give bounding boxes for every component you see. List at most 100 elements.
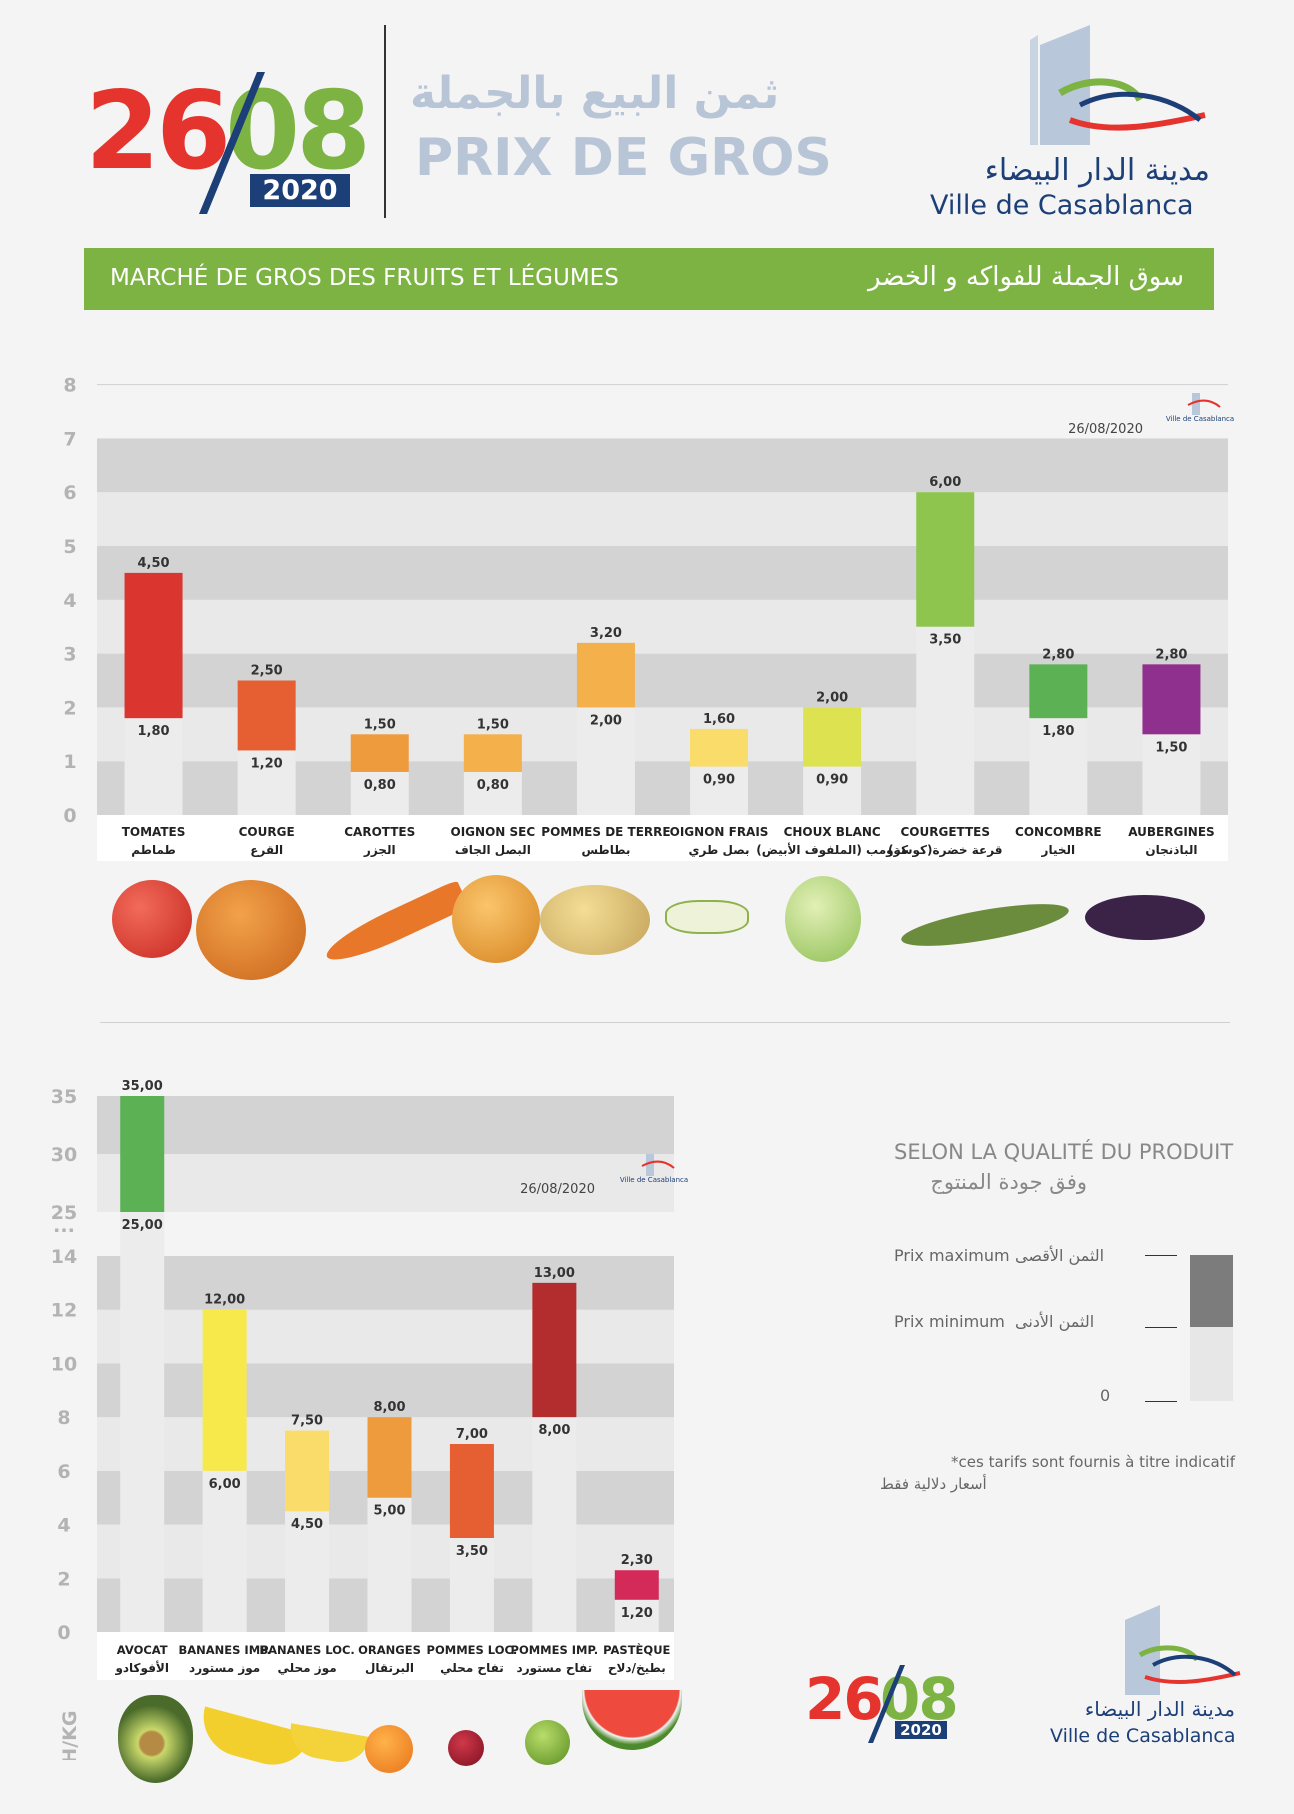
bar-min — [690, 766, 749, 815]
legend-title-french: SELON LA QUALITÉ DU PRODUIT — [894, 1140, 1234, 1164]
fruits-chart: 0 2 4 6 8 10 12 14...25 30 35 DH/KG 26/08/2020 Ville… — [51, 1079, 688, 1760]
note-arabic: أسعار دلالية فقط — [880, 1475, 987, 1493]
bar-max — [237, 680, 296, 751]
orange-icon — [365, 1725, 413, 1773]
banner-arabic: سوق الجملة للفواكه و الخضر — [868, 262, 1184, 292]
legend-max-arabic: الثمن الأقصى — [1015, 1246, 1105, 1265]
legend-zero: 0 — [1100, 1386, 1111, 1405]
data-label-max: 2,50 — [251, 664, 283, 679]
category-label-arabic: طماطم — [131, 843, 176, 857]
bar-min — [124, 718, 183, 815]
legend-min-arabic: الثمن الأدنى — [1015, 1312, 1095, 1331]
bar-max — [576, 642, 635, 708]
y-tick-label: 6 — [57, 1461, 70, 1483]
header-divider — [384, 25, 386, 218]
bar-max — [1142, 664, 1201, 735]
category-label-arabic: موز مستورد — [189, 1661, 260, 1676]
unit-label: DH/KG — [59, 1711, 81, 1760]
category-label: POMMES LOC. — [427, 1643, 518, 1657]
city-name-french: Ville de Casablanca — [930, 190, 1194, 221]
title-arabic: ثمن البيع بالجملة — [410, 68, 780, 119]
category-label: CAROTTES — [344, 825, 415, 839]
grid-band — [97, 438, 1228, 493]
y-tick-label: 8 — [57, 1407, 70, 1429]
data-label-min: 0,90 — [703, 773, 735, 788]
category-label-arabic: كرومب (الملفوف الأبيض) — [756, 842, 908, 858]
mini-logo-text: Ville de Casablanca — [620, 1176, 688, 1184]
separator-line — [100, 1022, 1230, 1023]
market-banner: MARCHÉ DE GROS DES FRUITS ET LÉGUMES سوق… — [84, 248, 1214, 310]
chart-date-label: 26/08/2020 — [1068, 422, 1143, 437]
grid-band — [97, 492, 1228, 546]
city-logo-mark — [1030, 25, 1206, 145]
bar-min — [576, 707, 635, 815]
bar-min — [449, 1538, 494, 1632]
data-label-min: 0,80 — [364, 778, 396, 793]
note-french: *ces tarifs sont fournis à titre indicat… — [951, 1453, 1235, 1471]
category-label-arabic: بطيخ/دلاح — [608, 1661, 666, 1675]
bar-min — [237, 750, 296, 815]
zucchini-icon — [898, 895, 1072, 955]
y-tick-label: 2 — [63, 697, 76, 719]
bar-max — [916, 492, 975, 627]
data-label-max: 7,50 — [291, 1414, 323, 1429]
data-label-max: 12,00 — [204, 1293, 245, 1308]
date-slash — [199, 72, 265, 214]
data-label-min: 1,50 — [1155, 740, 1187, 755]
bar-max — [124, 572, 183, 719]
grid-band — [97, 599, 1228, 654]
category-label-arabic: الجزر — [363, 843, 396, 857]
mini-logo-text: Ville de Casablanca — [1166, 415, 1234, 423]
grid-band — [97, 1096, 674, 1154]
cabbage-icon — [785, 876, 861, 962]
category-label-arabic: تفاح محلي — [440, 1661, 504, 1675]
bar-max — [690, 728, 749, 767]
onion-icon — [452, 875, 540, 963]
bar-min — [916, 626, 975, 815]
bar-max — [120, 1096, 165, 1212]
bar-max — [449, 1444, 494, 1539]
footer-date: 26 08 2020 — [805, 1665, 965, 1745]
city-name-arabic: مدينة الدار البيضاء — [984, 153, 1210, 188]
y-tick-label: 12 — [51, 1300, 77, 1322]
grid-band — [97, 1309, 674, 1364]
data-label-max: 2,30 — [621, 1553, 653, 1568]
footer-year-box: 2020 — [895, 1721, 947, 1739]
legend-min-french: Prix minimum — [894, 1312, 1005, 1331]
category-label-arabic: الأفوكادو — [114, 1660, 169, 1676]
category-label-arabic: بطاطس — [581, 843, 630, 857]
data-label-min: 3,50 — [456, 1544, 488, 1559]
legend-max-swatch — [1190, 1255, 1233, 1327]
data-label-min: 4,50 — [291, 1517, 323, 1532]
y-tick-label: 7 — [63, 428, 76, 450]
date-year-box: 2020 — [250, 174, 350, 207]
legend-tick-min — [1145, 1327, 1177, 1328]
category-label: BANANES IMP. — [178, 1643, 270, 1657]
title-french: PRIX DE GROS — [415, 128, 832, 188]
mini-logo-mark — [1192, 393, 1200, 415]
y-tick-label: ... — [53, 1215, 75, 1237]
category-label: COURGETTES — [900, 825, 990, 839]
bar-min — [614, 1599, 659, 1632]
category-label-arabic: البصل الجاف — [455, 843, 531, 857]
category-label-arabic: الخيار — [1041, 843, 1076, 857]
footer-city-logo: مدينة الدار البيضاء Ville de Casablanca — [1045, 1605, 1245, 1755]
category-label: CONCOMBRE — [1015, 825, 1102, 839]
mini-logo-swoosh — [641, 1160, 675, 1169]
category-label: POMMES IMP. — [511, 1643, 599, 1657]
footer-year: 2020 — [900, 1721, 942, 1739]
data-label-max: 2,00 — [816, 690, 848, 705]
local-apple-icon — [448, 1730, 484, 1766]
category-strip — [97, 815, 1228, 861]
bar-min — [1029, 718, 1088, 815]
category-label: BANANES LOC. — [259, 1643, 354, 1657]
footer-date-slash — [868, 1665, 905, 1743]
y-tick-label: 4 — [57, 1515, 70, 1537]
data-label-min: 1,80 — [138, 724, 170, 739]
y-tick-label: 10 — [51, 1353, 77, 1375]
y-tick-label: 0 — [57, 1622, 70, 1644]
data-label-max: 2,80 — [1155, 647, 1187, 662]
grid-band — [97, 1363, 674, 1418]
bar-min — [803, 766, 862, 815]
